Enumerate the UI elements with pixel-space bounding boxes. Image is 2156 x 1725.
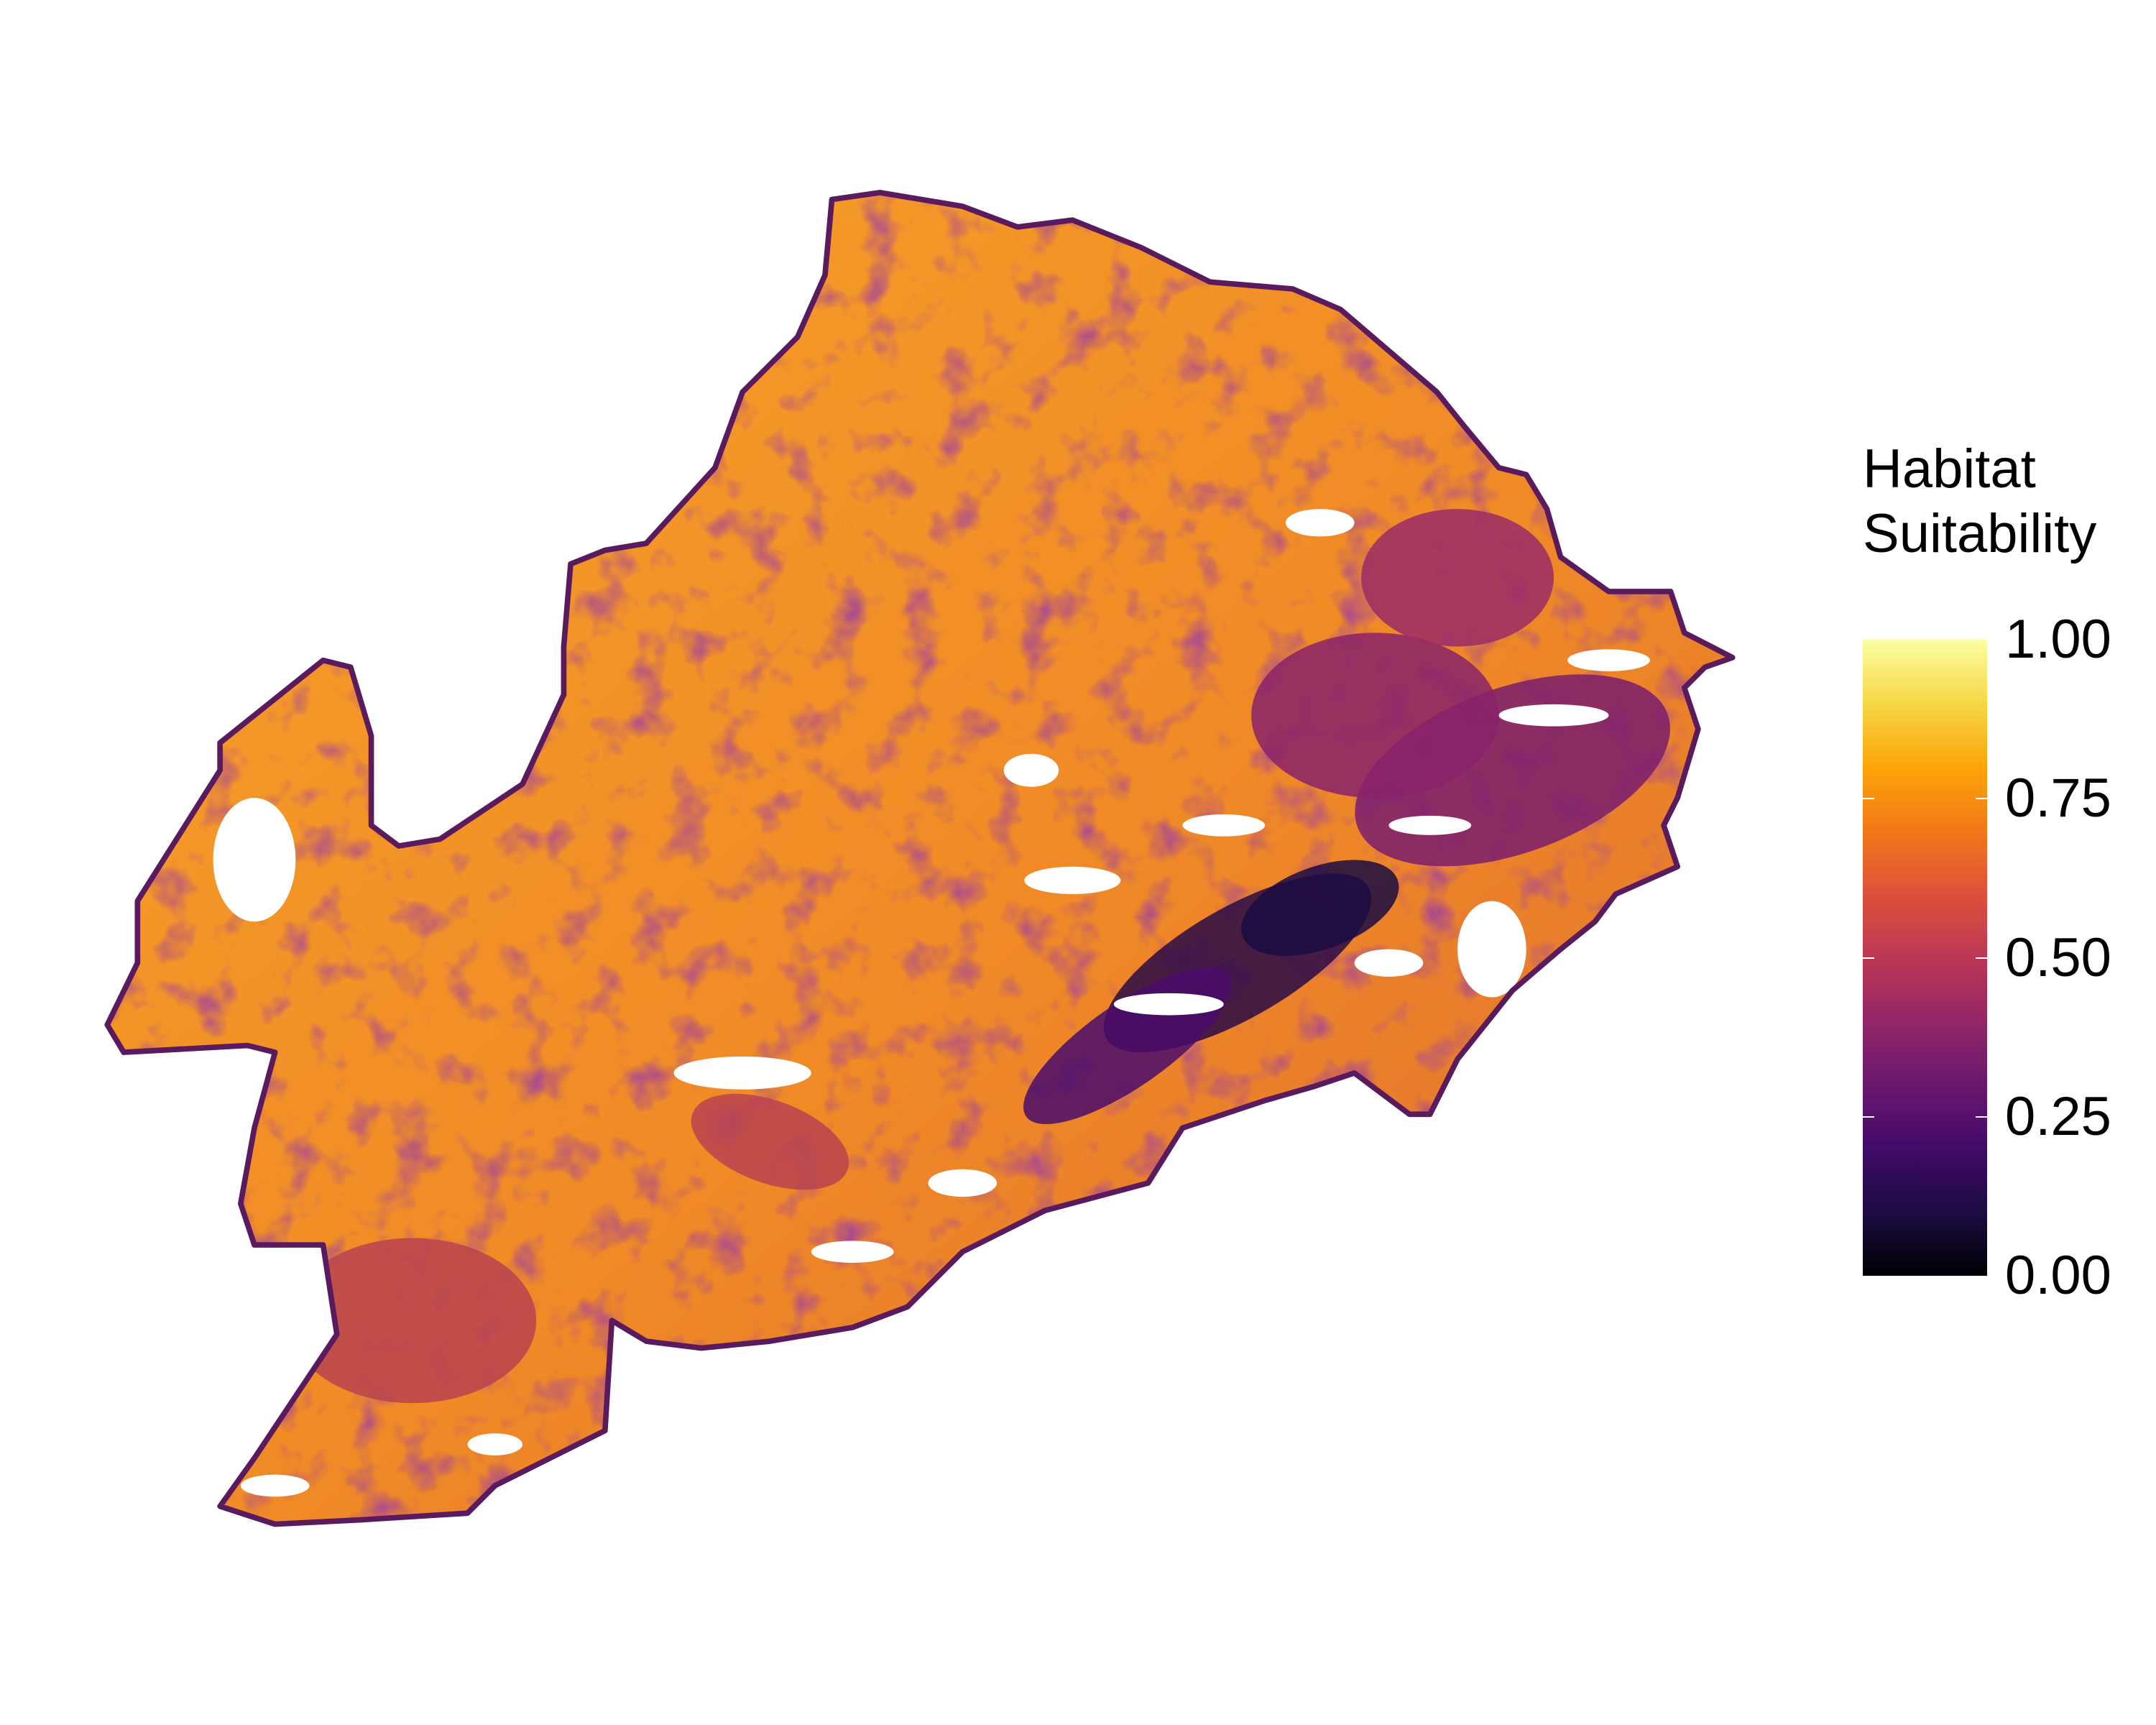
colorbar-tick bbox=[1976, 1116, 1987, 1118]
legend-title-line-2: Suitability bbox=[1863, 503, 2097, 564]
low-suitability-patch bbox=[1361, 509, 1554, 647]
no-data-patch bbox=[1113, 993, 1224, 1016]
low-suitability-patch bbox=[288, 1238, 537, 1404]
colorbar-tick bbox=[1863, 798, 1874, 800]
colorbar-tick bbox=[1976, 798, 1987, 800]
legend-title: Habitat Suitability bbox=[1863, 437, 2096, 566]
no-data-patch bbox=[811, 1241, 894, 1263]
colorbar bbox=[1863, 640, 1987, 1276]
colorbar-tick-label: 0.00 bbox=[2005, 1245, 2111, 1306]
region-boundary bbox=[104, 190, 1736, 1527]
no-data-patch bbox=[1285, 509, 1355, 537]
no-data-patch bbox=[467, 1433, 523, 1455]
no-data-patch bbox=[1024, 866, 1121, 895]
no-data-patch bbox=[1498, 704, 1609, 727]
no-data-patch bbox=[1388, 815, 1472, 835]
colorbar-tick bbox=[1863, 1116, 1874, 1118]
no-data-patch bbox=[673, 1056, 811, 1090]
colorbar-tick bbox=[1863, 957, 1874, 959]
no-data-patch bbox=[213, 798, 296, 922]
colorbar-tick-label: 0.25 bbox=[2005, 1085, 2111, 1147]
no-data-patch bbox=[1457, 901, 1526, 998]
no-data-patch bbox=[1182, 814, 1266, 837]
low-suitability-patch bbox=[691, 1093, 849, 1190]
no-data-patch bbox=[928, 1169, 998, 1197]
low-suitability-patch bbox=[1251, 632, 1499, 799]
low-suitability-patch bbox=[1241, 860, 1399, 956]
colorbar-tick-label: 1.00 bbox=[2005, 609, 2111, 670]
no-data-patch bbox=[240, 1474, 310, 1497]
no-data-patch bbox=[1567, 649, 1650, 671]
no-data-patch bbox=[1003, 753, 1059, 787]
no-data-patch bbox=[1354, 949, 1424, 977]
colorbar-tick-label: 0.75 bbox=[2005, 768, 2111, 829]
colorbar-tick-label: 0.50 bbox=[2005, 926, 2111, 988]
colorbar-tick bbox=[1976, 957, 1987, 959]
legend-title-line-1: Habitat bbox=[1863, 438, 2036, 500]
